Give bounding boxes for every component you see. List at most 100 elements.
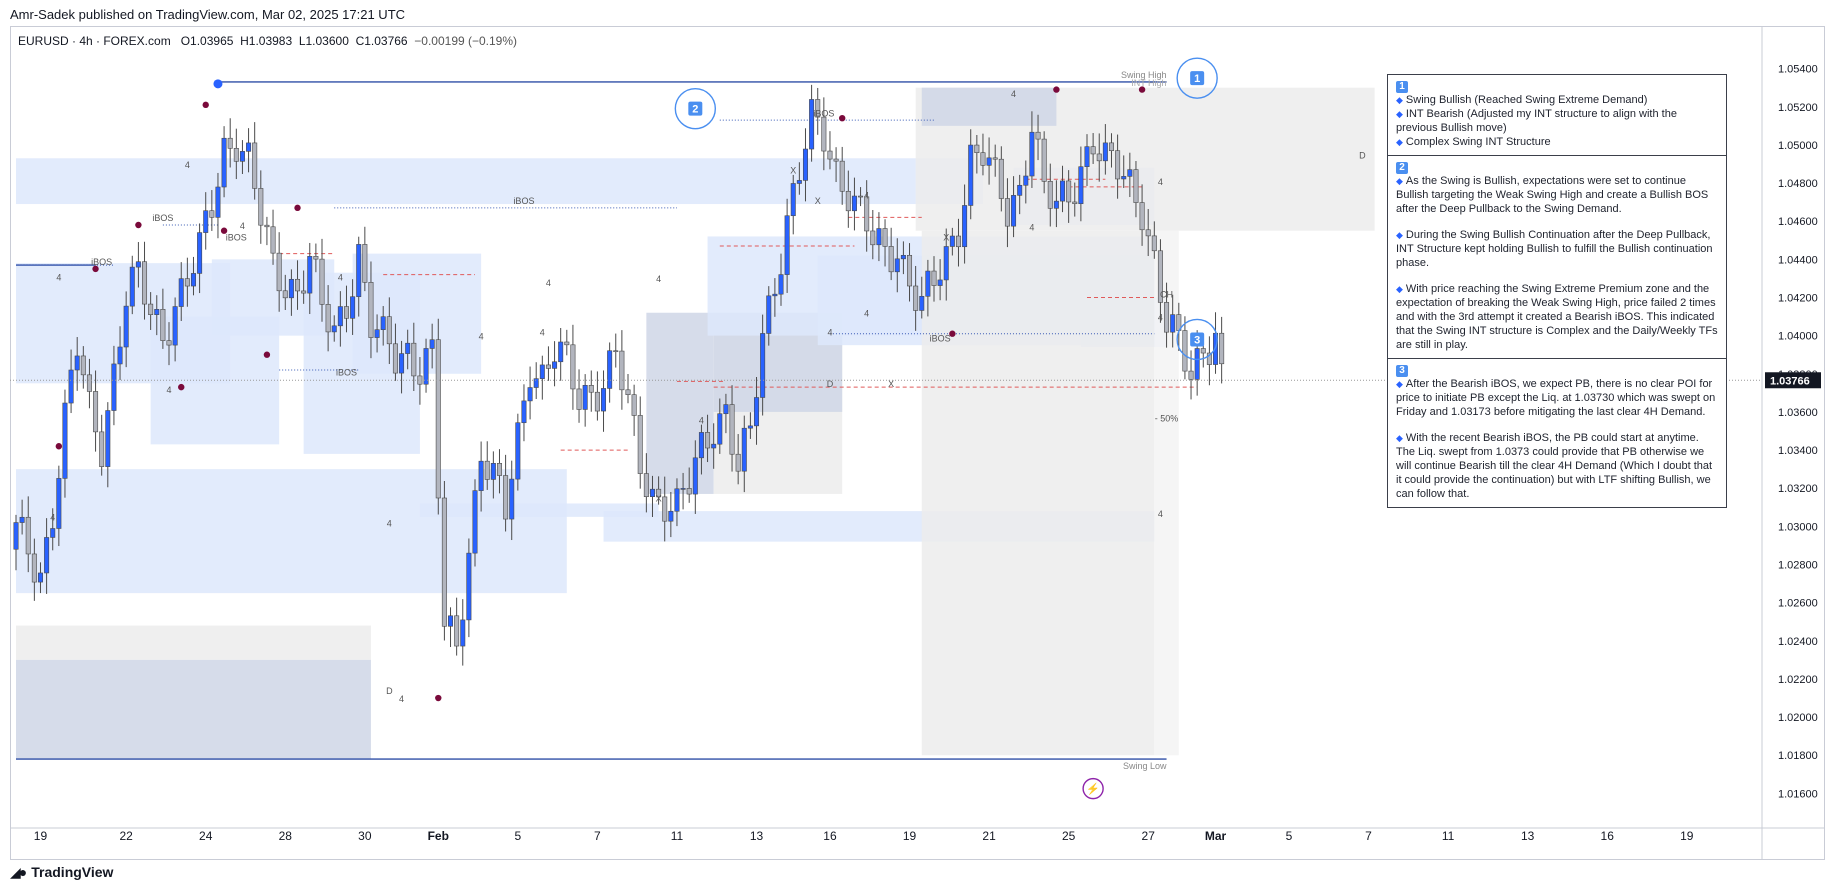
note-text: Complex Swing INT Structure — [1405, 136, 1551, 148]
note-text: With price reaching the Swing Extreme Pr… — [1396, 283, 1718, 351]
bull-candle — [50, 528, 56, 538]
bull-candle — [1127, 169, 1133, 177]
price-tick-label: 1.02800 — [1778, 560, 1818, 572]
bull-candle — [337, 306, 343, 327]
zone-slate — [921, 87, 1057, 126]
price-tick-label: 1.05400 — [1778, 64, 1818, 76]
bull-candle — [711, 443, 717, 449]
annotation-label: 4 — [1011, 89, 1016, 99]
bull-candle — [784, 215, 790, 275]
bull-candle — [307, 256, 313, 294]
diamond-bullet-icon: ◆ — [1396, 379, 1403, 389]
diamond-bullet-icon: ◆ — [1396, 284, 1403, 294]
bear-candle — [86, 374, 92, 392]
bear-candle — [686, 488, 692, 495]
note-text: With the recent Bearish iBOS, the PB cou… — [1396, 432, 1713, 500]
time-tick-label: 11 — [1442, 829, 1455, 843]
annotation-label: 4 — [699, 415, 704, 425]
bull-candle — [105, 410, 111, 467]
chart-frame[interactable] — [10, 26, 1825, 860]
annotation-label: 4 — [240, 221, 245, 231]
bear-candle — [1157, 250, 1163, 303]
annotation-label: iBOS — [513, 196, 534, 206]
bull-candle — [919, 295, 925, 311]
note-step-badge: 3 — [1396, 365, 1408, 377]
bull-candle — [558, 341, 564, 363]
bull-candle — [527, 387, 533, 402]
tradingview-branding[interactable]: ◢● TradingView — [10, 860, 113, 884]
note-bullet: ◆ After the Bearish iBOS, we expect PB, t… — [1396, 377, 1718, 419]
bear-candle — [662, 496, 668, 522]
swing-point-marker — [1053, 86, 1060, 93]
swing-point-marker — [263, 351, 271, 358]
price-tick-label: 1.02400 — [1778, 636, 1818, 648]
bull-candle — [1102, 142, 1108, 162]
bull-candle — [851, 195, 857, 212]
symbol-legend: EURUSD · 4h · FOREX.com O1.03965 H1.0398… — [18, 34, 517, 48]
bear-candle — [931, 270, 937, 286]
bear-candle — [435, 339, 441, 499]
swing-high-label: Swing High — [1121, 70, 1167, 80]
bull-candle — [374, 329, 380, 338]
step-circle — [1176, 318, 1218, 361]
bull-candle — [778, 274, 784, 295]
bear-candle — [907, 255, 913, 287]
zone-blue — [419, 503, 659, 517]
annotation-label: 4 — [864, 309, 869, 319]
bull-candle — [356, 244, 362, 298]
bull-candle — [692, 457, 698, 495]
bull-candle — [123, 305, 129, 348]
swing-point-marker — [135, 221, 142, 229]
annotation-label: 4 — [546, 278, 551, 288]
note-text: Swing Bullish (Reached Swing Extreme Dem… — [1405, 94, 1648, 106]
bear-candle — [588, 385, 594, 393]
bull-candle — [876, 228, 882, 246]
bear-candle — [209, 210, 215, 218]
zone-blue — [16, 469, 567, 594]
time-tick-label: 16 — [823, 829, 837, 843]
price-tick-label: 1.03200 — [1778, 483, 1818, 495]
bull-candle — [1011, 195, 1017, 227]
annotation-label: 4 — [1158, 509, 1163, 519]
bear-candle — [858, 195, 864, 198]
bull-candle — [215, 186, 221, 218]
bear-candle — [160, 309, 166, 341]
price-tick-label: 1.04200 — [1778, 292, 1818, 304]
bear-candle — [1072, 201, 1078, 205]
bear-candle — [233, 148, 239, 162]
bull-candle — [1078, 166, 1084, 205]
annotation-label: 4 — [1158, 312, 1163, 322]
bear-candle — [833, 158, 839, 162]
time-tick-label: 30 — [358, 829, 372, 843]
bull-candle — [601, 388, 607, 412]
bull-candle — [111, 363, 117, 411]
annotation-label: 4 — [479, 331, 484, 341]
bear-candle — [631, 394, 637, 416]
diamond-bullet-icon: ◆ — [1396, 433, 1403, 443]
time-tick-label: 5 — [1286, 829, 1293, 843]
note-bullet: ◆ With price reaching the Swing Extreme P… — [1396, 282, 1718, 352]
annotation-label: X — [943, 232, 949, 242]
step-number: 2 — [692, 104, 698, 116]
bull-candle — [490, 463, 496, 480]
swing-point-marker — [435, 694, 442, 702]
note-text: As the Swing is Bullish, expectations we… — [1396, 175, 1709, 215]
bull-candle — [448, 615, 454, 627]
annotation-label: X — [656, 494, 662, 504]
bull-candle — [772, 293, 778, 297]
bear-candle — [1035, 131, 1041, 140]
bear-candle — [362, 244, 368, 283]
bear-candle — [913, 285, 919, 311]
price-tick-label: 1.03400 — [1778, 445, 1818, 457]
annotation-label: D — [1359, 150, 1366, 160]
bear-candle — [301, 290, 307, 294]
lightning-glyph: ⚡ — [1086, 783, 1100, 796]
bull-candle — [154, 309, 160, 315]
bull-candle — [380, 316, 386, 330]
annotation-label: 4 — [656, 274, 661, 284]
bear-candle — [1108, 142, 1114, 151]
brand-name: TradingView — [31, 864, 114, 880]
bear-candle — [637, 415, 643, 474]
bull-candle — [203, 210, 209, 233]
